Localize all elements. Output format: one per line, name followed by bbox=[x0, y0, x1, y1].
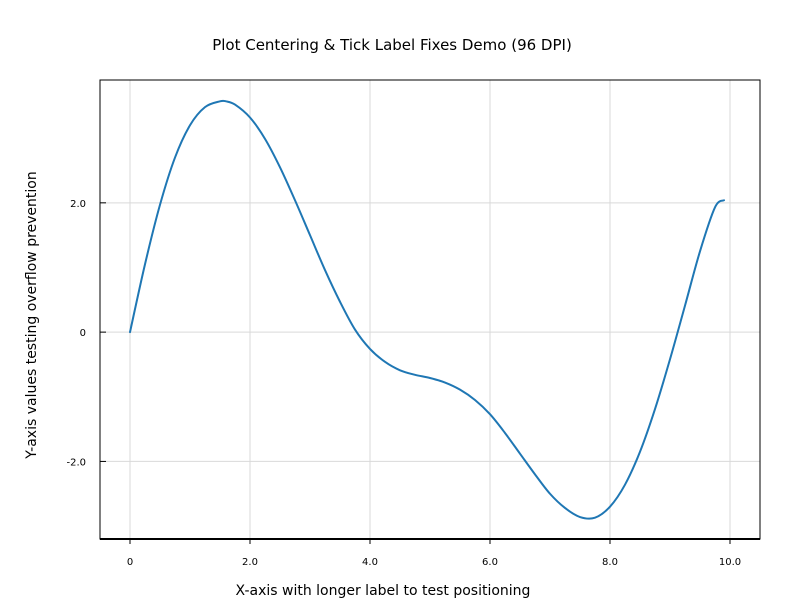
axis-ticks: 0 2.0 4.0 6.0 8.0 10.0 -2.0 0 2.0 bbox=[66, 199, 741, 568]
grid-lines bbox=[100, 80, 760, 539]
x-tick-label: 0 bbox=[127, 557, 133, 568]
y-tick-label: 0 bbox=[80, 328, 86, 339]
x-tick-label: 2.0 bbox=[242, 557, 258, 568]
y-axis-label: Y-axis values testing overflow preventio… bbox=[24, 171, 40, 459]
x-tick-label: 8.0 bbox=[602, 557, 618, 568]
y-tick-label: 2.0 bbox=[70, 199, 86, 210]
x-tick-label: 10.0 bbox=[719, 557, 741, 568]
series-line bbox=[129, 99, 725, 520]
x-axis-label: X-axis with longer label to test positio… bbox=[236, 583, 531, 599]
x-tick-label: 6.0 bbox=[482, 557, 498, 568]
y-tick-label: -2.0 bbox=[66, 457, 86, 468]
plot-area bbox=[99, 79, 761, 540]
chart-title: Plot Centering & Tick Label Fixes Demo (… bbox=[212, 36, 572, 54]
x-tick-label: 4.0 bbox=[362, 557, 378, 568]
